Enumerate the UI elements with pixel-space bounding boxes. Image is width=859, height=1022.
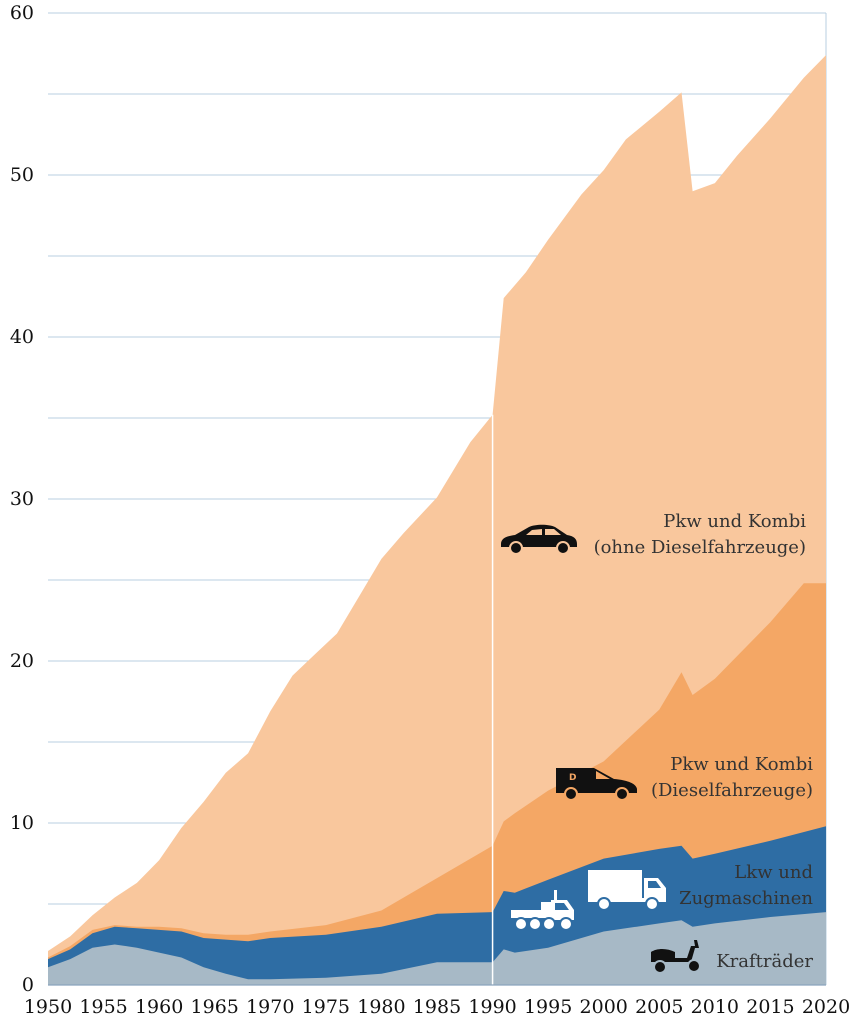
y-tick-label: 0: [22, 974, 34, 996]
x-tick-label: 1965: [191, 996, 239, 1018]
x-tick-label: 1990: [468, 996, 516, 1018]
truck-icon: [588, 870, 666, 911]
x-tick-label: 1970: [246, 996, 294, 1018]
x-tick-label: 1955: [79, 996, 127, 1018]
label-pkw-otto-line2: (ohne Dieselfahrzeuge): [594, 537, 806, 558]
diesel-car-icon: D: [556, 768, 637, 801]
x-tick-label: 2010: [691, 996, 739, 1018]
y-tick-label: 60: [10, 2, 34, 24]
label-kraftraeder: Krafträder: [716, 951, 813, 972]
x-tick-label: 1975: [302, 996, 350, 1018]
y-tick-label: 20: [10, 650, 34, 672]
y-tick-label: 50: [10, 164, 34, 186]
x-tick-label: 1960: [135, 996, 183, 1018]
x-tick-label: 2000: [580, 996, 628, 1018]
svg-text:D: D: [569, 773, 576, 783]
y-tick-label: 10: [10, 812, 34, 834]
tractor-trailer-icon: [511, 890, 574, 931]
label-lkw-line1: Lkw und: [734, 862, 813, 883]
x-axis-ticks: 1950 1955 1960 1965 1970 1975 1980 1985 1990 1995…: [24, 996, 850, 1018]
label-lkw-line2: Zugmaschinen: [679, 888, 813, 909]
y-tick-label: 30: [10, 488, 34, 510]
label-pkw-diesel-line1: Pkw und Kombi: [670, 754, 813, 775]
x-tick-label: 1980: [357, 996, 405, 1018]
label-pkw-diesel-line2: (Dieselfahrzeuge): [651, 780, 813, 801]
x-tick-label: 2020: [802, 996, 850, 1018]
y-axis-ticks: 0 10 20 30 40 50 60: [10, 2, 34, 996]
label-pkw-otto-line1: Pkw und Kombi: [663, 511, 806, 532]
x-tick-label: 1995: [524, 996, 572, 1018]
x-tick-label: 1985: [413, 996, 461, 1018]
x-tick-label: 2005: [635, 996, 683, 1018]
x-tick-label: 1950: [24, 996, 72, 1018]
scooter-icon: [651, 940, 701, 974]
x-tick-label: 2015: [746, 996, 794, 1018]
area-kraftraeder: [48, 912, 826, 985]
y-tick-label: 40: [10, 326, 34, 348]
car-icon: [501, 524, 577, 555]
